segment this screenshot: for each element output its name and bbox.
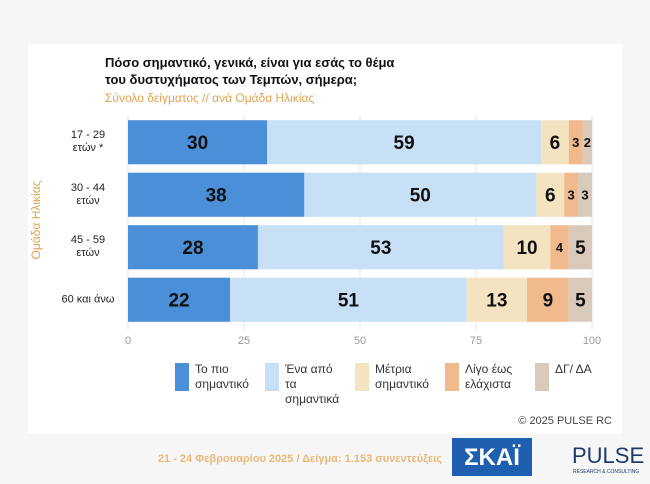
bar-segment xyxy=(536,172,565,217)
bar-segment xyxy=(304,172,537,217)
logo-box xyxy=(452,438,532,476)
value-label: 53 xyxy=(370,238,391,259)
value-label: 59 xyxy=(394,133,415,154)
x-tick-label: 0 xyxy=(125,335,131,347)
value-label: 3 xyxy=(568,187,575,202)
bar-segment xyxy=(578,172,592,217)
chart-title: Πόσο σημαντικό, γενικά, είναι για εσάς τ… xyxy=(105,55,395,87)
y-tick-label: 17 - 29 ετών * xyxy=(70,129,106,155)
x-tick-label: 100 xyxy=(583,335,601,347)
value-label: 22 xyxy=(168,291,189,312)
legend-entry: ΔΓ/ ΔΑ xyxy=(535,362,615,391)
bar-segment xyxy=(540,120,569,165)
legend-swatch xyxy=(535,363,549,391)
bar-segment xyxy=(564,172,579,217)
logo: PULSE xyxy=(572,443,644,468)
bar-segment xyxy=(128,120,268,165)
bar-segment xyxy=(550,225,569,270)
bar-segment xyxy=(128,277,231,322)
logo: ΣΚΑΪ xyxy=(464,444,521,471)
value-label: 2 xyxy=(584,135,591,150)
value-label: 50 xyxy=(410,186,431,207)
x-tick-label: 25 xyxy=(238,335,250,347)
footer: 21 - 24 Φεβρουαρίου 2025 / Δείγμα: 1.153… xyxy=(158,453,442,465)
y-tick-label: 45 - 59 ετών xyxy=(70,234,106,260)
value-label: 6 xyxy=(550,133,561,154)
bar-segment xyxy=(230,277,467,322)
y-axis-title: Ομάδα Ηλικίας xyxy=(29,180,43,259)
bar-segment xyxy=(527,277,569,322)
bar-segment xyxy=(128,172,305,217)
bar-segment xyxy=(128,225,258,270)
bar-segment xyxy=(568,277,592,322)
y-tick-label: 60 και άνω xyxy=(61,293,115,306)
value-label: 9 xyxy=(543,291,554,312)
value-label: 13 xyxy=(486,291,507,312)
bar-segment xyxy=(503,225,551,270)
legend-entry: Μέτρια σημαντικό xyxy=(355,362,435,392)
legend-entry: Το πιο σημαντικό xyxy=(175,362,255,392)
bar-segment xyxy=(568,225,592,270)
value-label: 5 xyxy=(575,238,586,259)
value-label: 51 xyxy=(338,291,360,312)
legend-swatch xyxy=(265,363,279,391)
chart-subtitle: Σύνολο δείγματος // ανά Ομάδα Ηλικίας xyxy=(105,91,315,105)
bar-segment xyxy=(582,120,592,165)
logo: RESEARCH & CONSULTING xyxy=(573,469,639,475)
value-label: 6 xyxy=(545,186,556,207)
value-label: 3 xyxy=(572,135,579,150)
value-label: 5 xyxy=(575,291,586,312)
legend-swatch xyxy=(175,363,189,391)
bar-segment xyxy=(568,120,583,165)
legend-entry: Ένα από τα σημαντικά xyxy=(265,362,345,407)
bar-segment xyxy=(257,225,504,270)
y-tick-label: 30 - 44 ετών xyxy=(70,181,106,207)
legend-swatch xyxy=(355,363,369,391)
value-label: 38 xyxy=(206,186,227,207)
value-label: 28 xyxy=(182,238,203,259)
bar-segment xyxy=(267,120,541,165)
bar-segment xyxy=(466,277,528,322)
legend-entry: Λίγο έως ελάχιστα xyxy=(445,362,525,392)
copyright: © 2025 PULSE RC xyxy=(518,415,612,427)
value-label: 10 xyxy=(516,238,537,259)
legend-swatch xyxy=(445,363,459,391)
x-tick-label: 75 xyxy=(470,335,482,347)
x-tick-label: 50 xyxy=(354,335,366,347)
value-label: 3 xyxy=(581,187,588,202)
value-label: 30 xyxy=(187,133,208,154)
value-label: 4 xyxy=(556,240,564,255)
